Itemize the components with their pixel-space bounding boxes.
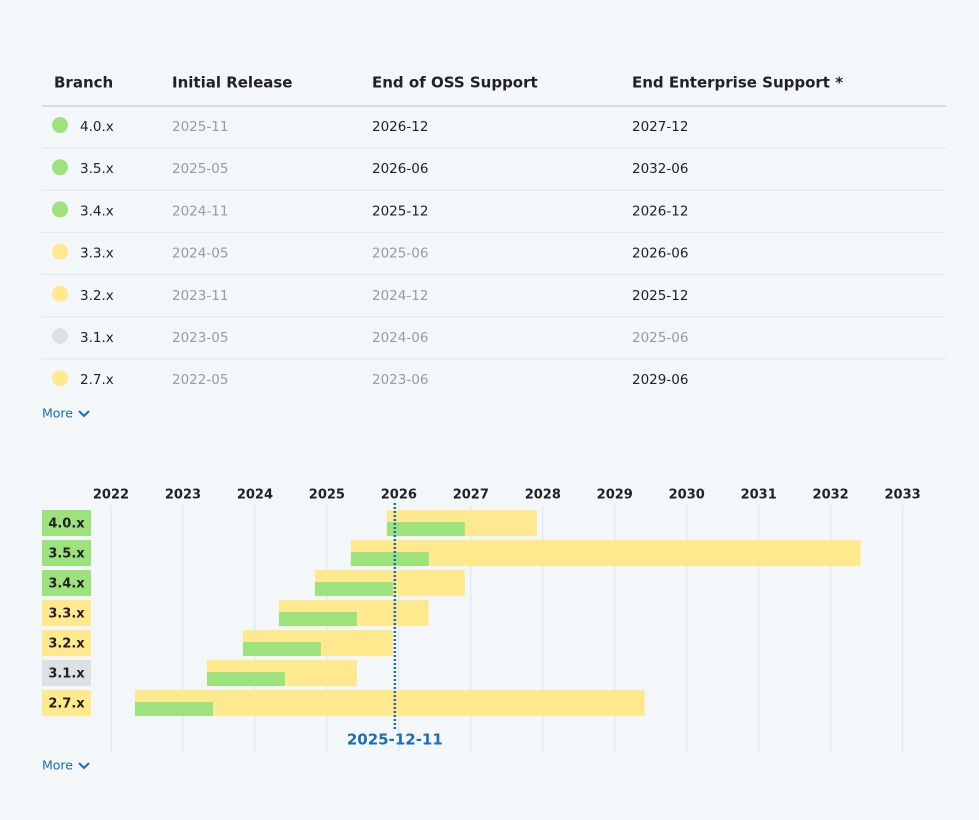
date: 2025-06 [372, 246, 428, 262]
year-label: 2025 [309, 488, 345, 503]
branch-box [42, 690, 91, 716]
year-label: 2023 [165, 488, 201, 503]
branch: 3.2.x [80, 288, 114, 304]
oss-bar [134, 702, 213, 716]
status-dot [52, 201, 68, 218]
branch-label: 2.7.x [48, 697, 85, 712]
oss-bar [314, 582, 393, 596]
column-header: Branch [54, 74, 113, 92]
date: 2026-12 [372, 119, 428, 135]
enterprise-bar [134, 690, 645, 716]
date: 2024-12 [372, 288, 428, 304]
year-label: 2028 [525, 488, 561, 503]
status-dot [52, 159, 68, 176]
oss-bar [242, 642, 321, 656]
date: 2024-05 [172, 246, 228, 262]
status-dot [52, 370, 68, 387]
year-label: 2024 [237, 488, 273, 503]
year-label: 2030 [669, 488, 705, 503]
year-label: 2026 [381, 488, 417, 503]
status-dot [52, 328, 68, 344]
branch: 3.1.x [80, 330, 114, 346]
date: 2025-12 [632, 288, 688, 304]
branch-box [42, 570, 91, 596]
date: 2024-06 [372, 330, 428, 346]
status-dot [52, 117, 68, 133]
oss-bar [350, 552, 429, 566]
date: 2032-06 [632, 161, 688, 177]
chevron[interactable] [78, 762, 90, 770]
date: 2022-05 [172, 372, 228, 388]
branch-box [42, 600, 91, 626]
date: 2027-12 [632, 119, 688, 135]
date: 2024-11 [172, 203, 228, 219]
status-dot [52, 285, 68, 302]
more-link[interactable]: More [42, 406, 73, 421]
date: 2023-11 [172, 288, 228, 304]
branch-label: 3.1.x [48, 667, 85, 682]
branch: 3.5.x [80, 161, 114, 177]
date: 2025-05 [172, 161, 228, 177]
enterprise-bar [350, 540, 861, 566]
oss-bar [278, 612, 357, 626]
date: 2026-06 [632, 246, 688, 262]
branch-label: 3.2.x [48, 637, 85, 652]
more-link[interactable]: More [42, 758, 73, 773]
branch-label: 3.4.x [48, 577, 85, 592]
branch-box [42, 630, 91, 656]
date: 2023-06 [372, 372, 428, 388]
date: 2025-11 [172, 119, 228, 135]
chevron[interactable] [78, 410, 90, 418]
date: 2023-05 [172, 330, 228, 346]
branch-box [42, 510, 91, 536]
branch-box [42, 660, 91, 686]
year-label: 2022 [93, 488, 129, 503]
branch-box [42, 540, 91, 566]
branch-label: 3.3.x [48, 607, 85, 622]
status-dot [52, 243, 68, 260]
year-label: 2032 [813, 488, 849, 503]
branch: 4.0.x [80, 119, 114, 135]
branch-label: 3.5.x [48, 547, 85, 562]
date: 2026-12 [632, 203, 688, 219]
branch: 2.7.x [80, 372, 114, 388]
year-label: 2029 [597, 488, 633, 503]
column-header: End Enterprise Support * [632, 74, 843, 92]
date: 2025-12 [372, 203, 428, 219]
date: 2029-06 [632, 372, 688, 388]
year-label: 2027 [453, 488, 489, 503]
branch: 3.4.x [80, 203, 114, 219]
today-label: 2025-12-11 [347, 731, 443, 749]
year-label: 2033 [885, 488, 921, 503]
oss-bar [206, 672, 285, 686]
column-header: Initial Release [172, 74, 292, 92]
branch: 3.3.x [80, 246, 114, 262]
oss-bar [386, 522, 465, 536]
year-label: 2031 [741, 488, 777, 503]
date: 2025-06 [632, 330, 688, 346]
date: 2026-06 [372, 161, 428, 177]
branch-label: 4.0.x [48, 517, 85, 532]
column-header: End of OSS Support [372, 74, 538, 92]
